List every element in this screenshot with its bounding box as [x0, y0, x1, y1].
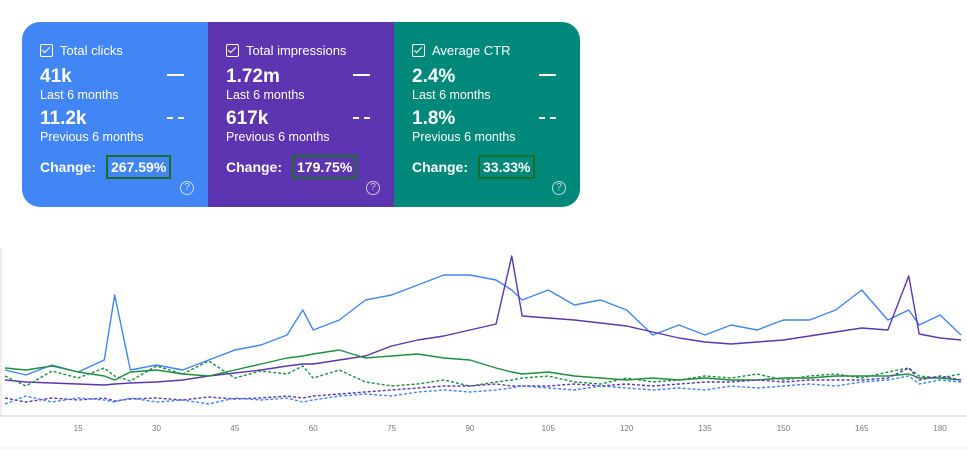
- series-line-0: [4, 274, 962, 376]
- metric-cards: Total clicks 41k Last 6 months 11.2k Pre…: [22, 22, 580, 207]
- change-label: Change:: [226, 159, 282, 175]
- x-tick-label: 45: [230, 424, 239, 433]
- x-tick-label: 105: [542, 424, 556, 433]
- x-tick-label: 165: [855, 424, 869, 433]
- x-tick-label: 75: [387, 424, 396, 433]
- x-tick-label: 15: [74, 424, 83, 433]
- solid-line-legend-icon: [167, 74, 184, 76]
- dashed-line-legend-icon: [167, 117, 184, 119]
- change-value: 267.59%: [106, 155, 172, 179]
- card-title[interactable]: Total impressions: [226, 42, 376, 58]
- series-line-5: [4, 375, 962, 405]
- current-value: 2.4%: [412, 66, 456, 87]
- x-tick-label: 60: [309, 424, 318, 433]
- x-tick-label: 135: [698, 424, 712, 433]
- change-value: 33.33%: [478, 155, 536, 179]
- card-title-label: Total clicks: [60, 42, 123, 58]
- current-label: Last 6 months: [40, 88, 119, 102]
- solid-line-legend-icon: [353, 74, 370, 76]
- checkbox-icon[interactable]: [40, 43, 53, 57]
- card-title[interactable]: Total clicks: [40, 42, 190, 58]
- card-average-ctr[interactable]: Average CTR 2.4% Last 6 months 1.8% Prev…: [394, 22, 580, 207]
- dashed-line-legend-icon: [353, 117, 370, 119]
- x-tick-label: 30: [152, 424, 161, 433]
- card-title[interactable]: Average CTR: [412, 42, 562, 58]
- previous-value: 1.8%: [412, 108, 456, 129]
- series-line-2: [4, 349, 962, 381]
- current-label: Last 6 months: [412, 88, 491, 102]
- previous-label: Previous 6 months: [412, 130, 516, 144]
- dashed-line-legend-icon: [539, 117, 556, 119]
- change-label: Change:: [40, 159, 96, 175]
- checkbox-icon[interactable]: [226, 43, 239, 57]
- previous-label: Previous 6 months: [226, 130, 330, 144]
- x-tick-label: 90: [465, 424, 474, 433]
- series-line-1: [4, 255, 962, 386]
- card-total-impressions[interactable]: Total impressions 1.72m Last 6 months 61…: [208, 22, 394, 207]
- card-title-label: Total impressions: [246, 42, 347, 58]
- help-icon[interactable]: ?: [366, 181, 380, 195]
- current-value: 41k: [40, 66, 72, 87]
- previous-value: 11.2k: [40, 108, 87, 129]
- current-label: Last 6 months: [226, 88, 305, 102]
- series-line-4: [4, 367, 962, 403]
- series-line-3: [4, 360, 962, 387]
- x-tick-label: 180: [933, 424, 947, 433]
- change-label: Change:: [412, 159, 468, 175]
- checkbox-icon[interactable]: [412, 43, 425, 57]
- help-icon[interactable]: ?: [180, 181, 194, 195]
- solid-line-legend-icon: [539, 74, 556, 76]
- card-total-clicks[interactable]: Total clicks 41k Last 6 months 11.2k Pre…: [22, 22, 208, 207]
- help-icon[interactable]: ?: [552, 181, 566, 195]
- x-tick-label: 150: [777, 424, 791, 433]
- previous-label: Previous 6 months: [40, 130, 144, 144]
- x-tick-label: 120: [620, 424, 634, 433]
- change-value: 179.75%: [292, 155, 358, 179]
- previous-value: 617k: [226, 108, 269, 129]
- card-title-label: Average CTR: [432, 42, 511, 58]
- current-value: 1.72m: [226, 66, 280, 87]
